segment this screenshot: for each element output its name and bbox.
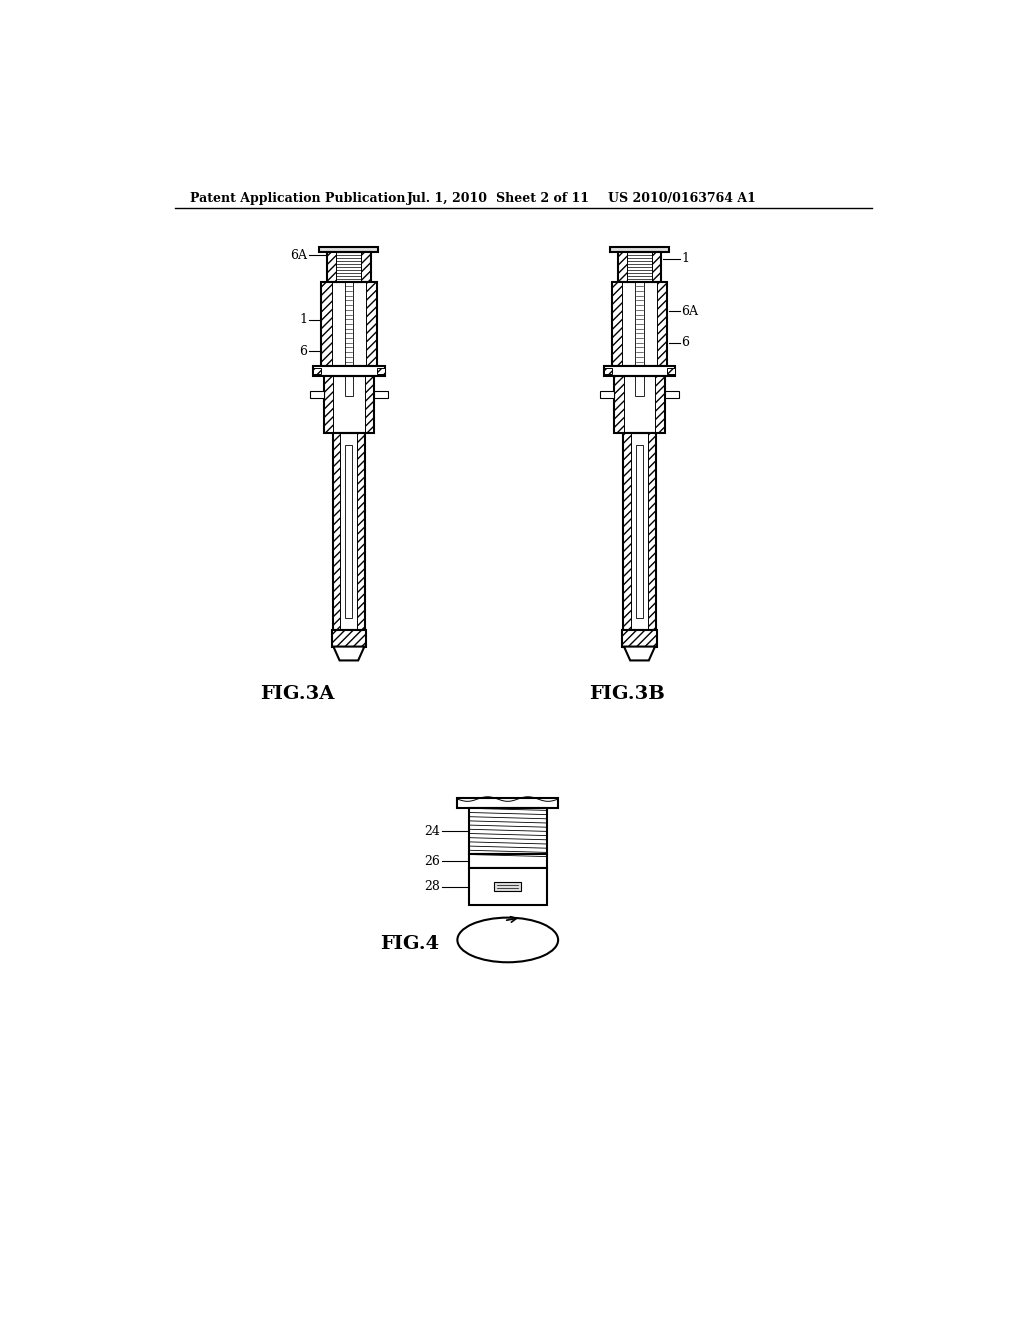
Bar: [611, 281, 623, 367]
Bar: [668, 368, 675, 374]
Bar: [319, 247, 378, 252]
Text: Sheet 2 of 11: Sheet 2 of 11: [496, 191, 589, 205]
Bar: [469, 869, 547, 906]
Bar: [332, 630, 366, 647]
Bar: [345, 445, 352, 618]
Bar: [495, 882, 521, 891]
Polygon shape: [624, 647, 655, 660]
Text: US 2010/0163764 A1: US 2010/0163764 A1: [608, 191, 757, 205]
Bar: [611, 281, 668, 367]
Bar: [324, 376, 333, 433]
Text: 1: 1: [681, 252, 689, 265]
Text: 6A: 6A: [681, 305, 698, 318]
Polygon shape: [334, 647, 365, 660]
Bar: [377, 368, 385, 374]
Text: Jul. 1, 2010: Jul. 1, 2010: [407, 191, 488, 205]
Bar: [469, 808, 547, 854]
Text: 28: 28: [425, 880, 440, 894]
Text: Patent Application Publication: Patent Application Publication: [190, 191, 406, 205]
Bar: [332, 630, 366, 647]
Bar: [604, 367, 675, 376]
Bar: [313, 367, 385, 376]
Bar: [321, 281, 377, 367]
Bar: [324, 376, 374, 433]
Bar: [458, 797, 558, 808]
Bar: [635, 281, 644, 396]
Text: FIG.4: FIG.4: [380, 935, 439, 953]
Bar: [665, 391, 679, 397]
Bar: [600, 391, 614, 397]
Bar: [604, 368, 611, 374]
Text: 24: 24: [425, 825, 440, 838]
Bar: [366, 281, 377, 367]
Text: FIG.3A: FIG.3A: [260, 685, 334, 702]
Text: FIG.3B: FIG.3B: [589, 685, 665, 702]
Bar: [655, 376, 665, 433]
Bar: [361, 252, 371, 281]
Bar: [365, 376, 374, 433]
Text: 26: 26: [425, 855, 440, 869]
Bar: [617, 252, 662, 281]
Bar: [623, 630, 656, 647]
Bar: [313, 368, 321, 374]
Bar: [357, 433, 366, 630]
Bar: [333, 433, 366, 630]
Bar: [469, 854, 547, 869]
Bar: [624, 433, 655, 630]
Bar: [648, 433, 655, 630]
Bar: [328, 252, 337, 281]
Bar: [624, 433, 631, 630]
Bar: [610, 247, 669, 252]
Bar: [333, 433, 340, 630]
Bar: [614, 376, 665, 433]
Bar: [321, 281, 332, 367]
Bar: [652, 252, 662, 281]
Bar: [656, 281, 668, 367]
Text: 6: 6: [681, 337, 689, 348]
Bar: [614, 376, 624, 433]
Bar: [617, 252, 627, 281]
Text: 6: 6: [299, 345, 307, 358]
Text: 1: 1: [299, 313, 307, 326]
Bar: [374, 391, 388, 397]
Bar: [636, 445, 643, 618]
Bar: [309, 391, 324, 397]
Bar: [328, 252, 371, 281]
Text: 6A: 6A: [290, 249, 307, 261]
Bar: [623, 630, 656, 647]
Bar: [345, 281, 353, 396]
